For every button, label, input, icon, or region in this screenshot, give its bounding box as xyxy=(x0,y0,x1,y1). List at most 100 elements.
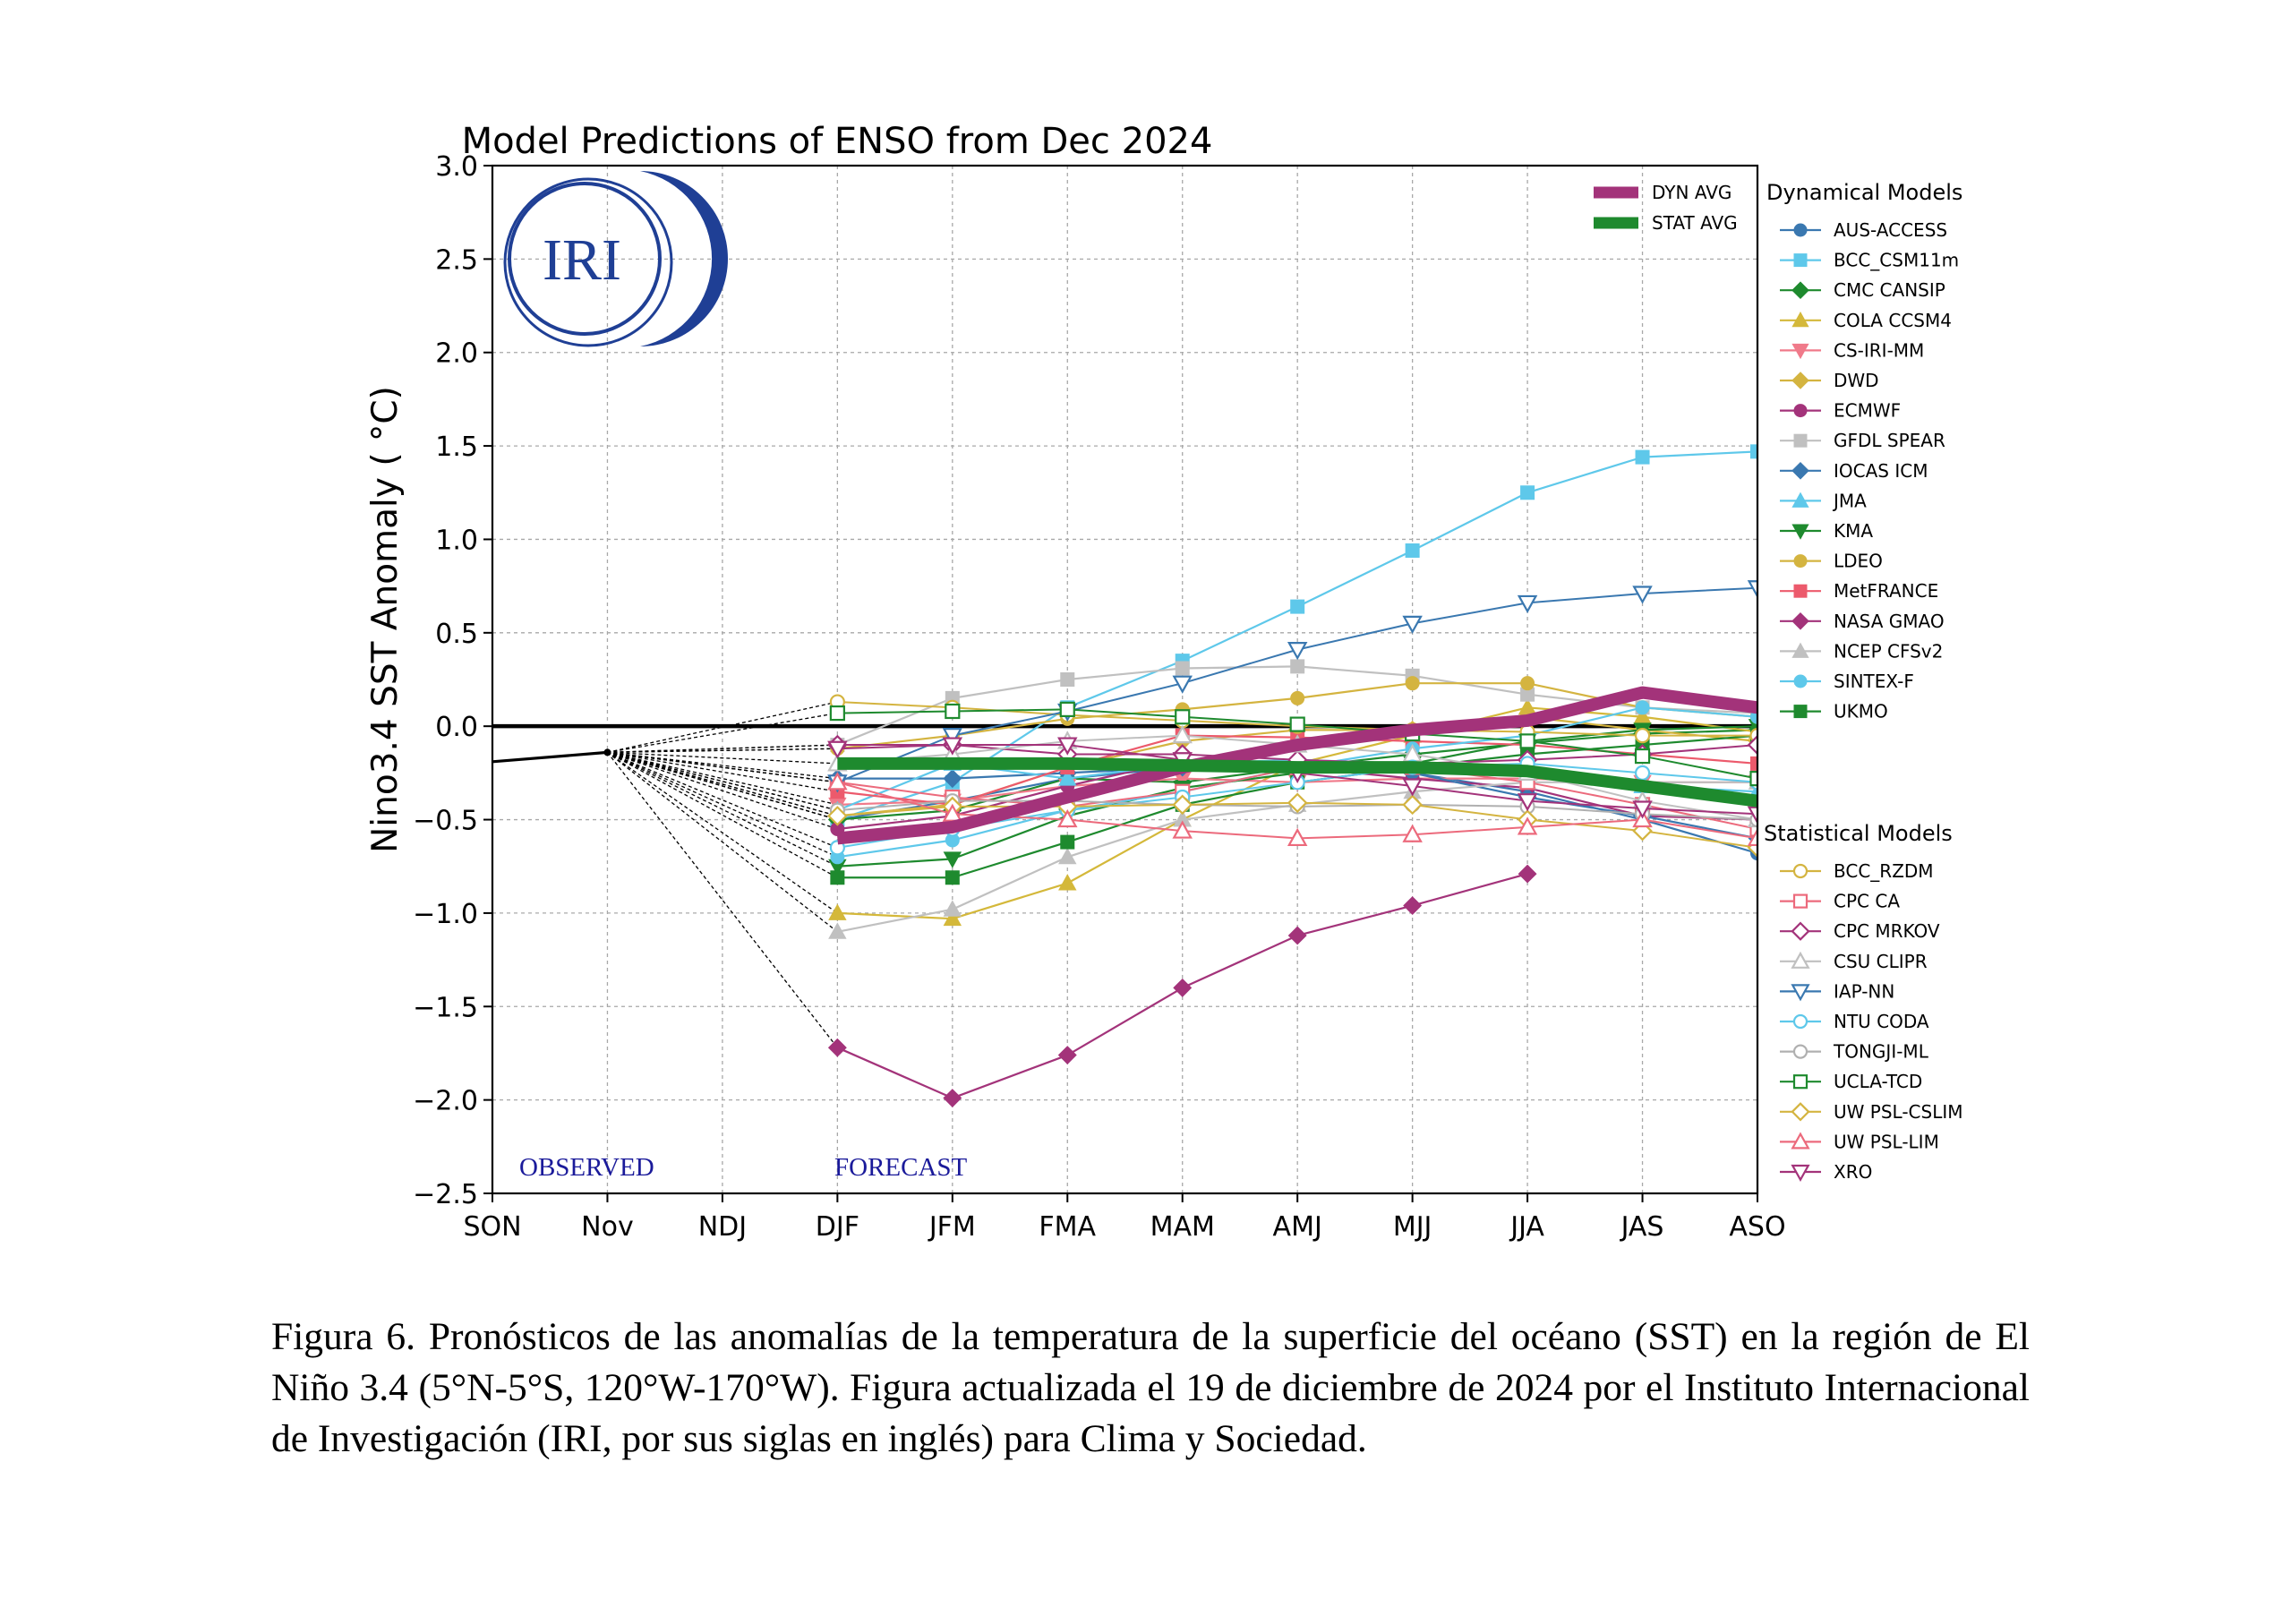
data-point xyxy=(1634,765,1651,781)
data-point xyxy=(1405,676,1420,691)
legend-label: ECMWF xyxy=(1834,400,1901,422)
data-point xyxy=(942,737,963,756)
data-point xyxy=(1057,1046,1077,1064)
data-point xyxy=(1058,847,1077,865)
data-point xyxy=(1060,834,1075,850)
legend-label: CPC MRKOV xyxy=(1834,920,1940,942)
legend-label: IAP-NN xyxy=(1834,980,1894,1002)
data-point xyxy=(1172,675,1193,694)
forecast-label: FORECAST xyxy=(834,1153,968,1182)
legend-marker xyxy=(1791,984,1810,1002)
legend-label: IOCAS ICM xyxy=(1834,460,1928,482)
legend-marker xyxy=(1793,674,1808,688)
iri-logo: IRI xyxy=(503,171,729,347)
data-point xyxy=(942,728,963,747)
connector-line xyxy=(607,751,838,830)
legend-label: UCLA-TCD xyxy=(1834,1071,1922,1092)
x-tick-label: MJJ xyxy=(1393,1211,1432,1243)
x-tick-label: JJA xyxy=(1509,1211,1544,1243)
legend-marker xyxy=(1793,433,1808,448)
y-tick-label: 0.5 xyxy=(435,619,478,650)
data-point xyxy=(1520,485,1535,500)
data-point xyxy=(1172,820,1193,839)
y-tick-label: −1.5 xyxy=(413,992,478,1023)
connector-line xyxy=(607,751,838,849)
data-point xyxy=(1290,659,1305,674)
data-point xyxy=(1175,709,1191,725)
legend-label: LDEO xyxy=(1834,551,1883,572)
legend-label: CPC CA xyxy=(1834,891,1900,912)
data-point xyxy=(829,705,845,722)
data-point xyxy=(1750,444,1757,459)
data-point xyxy=(945,870,960,885)
data-point xyxy=(830,870,845,885)
x-tick-label: DJF xyxy=(816,1211,859,1243)
data-point xyxy=(1403,896,1423,916)
connector-line xyxy=(607,751,838,816)
legend-marker xyxy=(1791,281,1809,300)
y-tick-label: −2.5 xyxy=(413,1179,478,1210)
y-tick-label: −1.0 xyxy=(413,899,478,930)
x-tick-label: FMA xyxy=(1039,1211,1096,1243)
legend-label: UW PSL-LIM xyxy=(1834,1131,1939,1152)
y-tick-label: 1.0 xyxy=(435,525,478,556)
data-point xyxy=(1287,926,1307,945)
data-point xyxy=(828,903,847,920)
legend-marker xyxy=(1791,1164,1810,1183)
observed-point xyxy=(603,748,611,756)
data-point xyxy=(943,851,962,868)
legend-label: TONGJI-ML xyxy=(1833,1041,1929,1063)
x-tick-label: AMJ xyxy=(1273,1211,1322,1243)
plot-area: 3.0 2.5 2.0 1.5 1.0 0.5 0.0 −0.5 −1.0 −1.5 −2.0 −2.… xyxy=(413,151,1785,1243)
legend-marker xyxy=(1791,343,1809,360)
connector-line xyxy=(607,751,838,765)
data-point xyxy=(1287,792,1308,814)
legend-marker xyxy=(1791,951,1810,969)
data-point xyxy=(1402,824,1423,842)
connector-line xyxy=(607,751,838,858)
data-point xyxy=(1057,737,1078,756)
data-point xyxy=(1175,661,1190,676)
x-tick-label: MAM xyxy=(1150,1211,1215,1243)
connector-line xyxy=(607,751,838,780)
data-point xyxy=(1287,642,1308,661)
legend-title: Dynamical Models xyxy=(1766,180,1962,205)
legend-marker xyxy=(1792,863,1808,879)
data-point xyxy=(828,922,847,939)
data-point xyxy=(1290,599,1305,614)
legend-marker xyxy=(1792,1074,1808,1090)
legend-label: BCC_CSM11m xyxy=(1834,250,1959,271)
x-tick-label: JFM xyxy=(928,1211,976,1243)
data-point xyxy=(1287,827,1308,847)
data-point xyxy=(1060,672,1075,687)
data-point xyxy=(1290,690,1305,705)
legend-marker xyxy=(1791,642,1809,658)
data-point xyxy=(1172,794,1193,816)
connector-line xyxy=(607,751,838,811)
data-point xyxy=(1059,701,1075,717)
y-tick-label: 3.0 xyxy=(435,151,478,183)
data-point xyxy=(1634,748,1651,765)
legend-label: UKMO xyxy=(1834,701,1888,722)
data-point xyxy=(1402,794,1423,816)
legend-marker xyxy=(1793,705,1808,719)
data-point xyxy=(1517,793,1538,812)
data-point xyxy=(1634,728,1651,744)
average-legend-label: STAT AVG xyxy=(1652,212,1738,234)
legend-marker xyxy=(1791,491,1809,508)
average-legend-label: DYN AVG xyxy=(1652,182,1731,203)
legend-marker xyxy=(1791,611,1809,630)
data-point xyxy=(943,909,962,927)
connector-line xyxy=(607,712,838,754)
legend-marker xyxy=(1793,223,1808,237)
legend-label: KMA xyxy=(1834,520,1873,542)
legend: DYN AVG STAT AVG Dynamical Models AUS-ACCES… xyxy=(1594,180,1963,1183)
y-tick-label: 2.5 xyxy=(435,244,478,276)
legend-label: COLA CCSM4 xyxy=(1834,310,1952,331)
series-group xyxy=(492,444,1757,1108)
connector-line xyxy=(607,751,838,783)
iri-logo-text: IRI xyxy=(543,227,621,293)
connector-line xyxy=(607,701,838,754)
data-point xyxy=(943,900,962,917)
data-point xyxy=(1747,734,1757,756)
